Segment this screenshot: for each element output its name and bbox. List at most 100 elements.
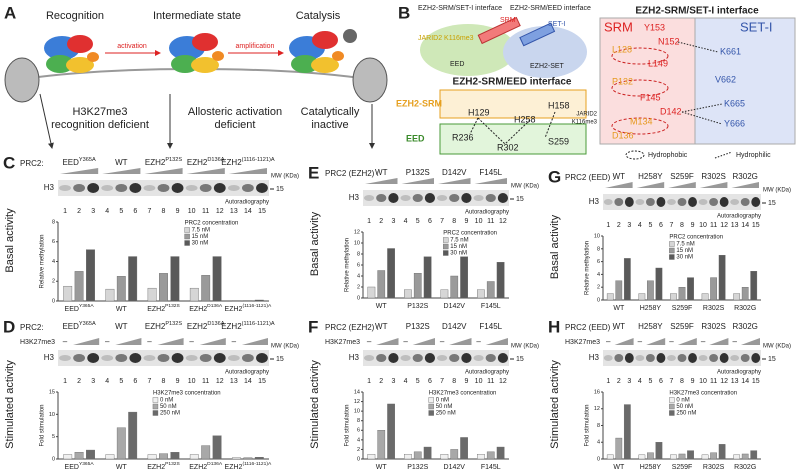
outcome: deficient	[215, 119, 256, 131]
band	[497, 353, 509, 363]
legend-label: Hydrophilic	[736, 152, 771, 159]
band	[656, 353, 666, 363]
legend-label: 50 nM	[676, 404, 693, 410]
y-axis-label: Fold stimulation	[345, 404, 351, 446]
group-label-base: EZH2	[145, 322, 166, 331]
minus: –	[476, 337, 481, 346]
band	[436, 195, 448, 201]
residue: R236	[452, 132, 474, 142]
legend-swatch	[428, 397, 434, 403]
y-tick-label: 4	[357, 437, 360, 443]
legend-label: 0 nM	[436, 398, 449, 404]
mw-value: 15	[516, 356, 524, 363]
autoradiography: Autoradiography	[717, 370, 761, 376]
y-tick-label: 8	[357, 251, 360, 257]
residue: D136	[612, 130, 634, 140]
lane-number: 12	[499, 378, 507, 385]
bar	[232, 457, 241, 460]
legend-label: 7.5 nM	[450, 238, 468, 244]
y-tick-label: 0	[597, 456, 600, 462]
mw-label: MW (KDa)	[763, 344, 791, 350]
x-tick-label: EZH2D136A	[189, 303, 223, 313]
bar	[647, 452, 654, 460]
lane-number: 12	[720, 222, 728, 229]
activity-label: Stimulated activity	[309, 360, 321, 449]
lane-number: 7	[670, 378, 674, 385]
x-tick-label: WT	[376, 303, 388, 310]
wedge	[731, 182, 759, 188]
bar	[655, 267, 663, 301]
bar	[423, 446, 432, 460]
wedge	[115, 338, 142, 345]
lane-number: 8	[162, 378, 166, 385]
x-tick-label: EZH2D136A	[189, 461, 223, 471]
band	[241, 354, 254, 362]
legend-title: PRC2 concentration	[669, 235, 723, 241]
legend-title: H3K27me3 concentration	[669, 391, 737, 397]
band	[485, 194, 496, 202]
x-tick-label: R302S	[703, 464, 725, 471]
blot-label: H3	[349, 193, 360, 202]
wedge	[740, 338, 760, 345]
group-label-sup: P132S	[165, 321, 182, 327]
lane-number: 6	[133, 378, 137, 385]
residue: S259	[548, 136, 569, 146]
lane-number: 2	[379, 378, 383, 385]
y-tick-label: 15	[49, 389, 55, 395]
outcome: inactive	[311, 119, 348, 131]
band	[199, 184, 212, 192]
band	[751, 353, 761, 363]
lane-number: 12	[720, 378, 728, 385]
group-label: R302S	[701, 172, 725, 181]
y-tick-label: 10	[354, 409, 360, 415]
wedge	[449, 338, 472, 345]
prc2-label: PRC2 (EZH2) :	[325, 323, 379, 332]
legend-title: PRC2 concentration	[185, 221, 239, 227]
lane-number: 4	[638, 378, 642, 385]
minus: –	[403, 337, 408, 346]
wedge	[157, 338, 184, 345]
stage: Catalysis	[296, 10, 341, 22]
box-title: EZH2-SRM/EED interface	[453, 77, 572, 88]
legend-label: 250 nM	[676, 411, 696, 417]
band	[129, 183, 142, 193]
band	[603, 199, 613, 205]
band	[614, 198, 624, 206]
y-tick-label: 6	[357, 262, 360, 268]
lane-number: 5	[648, 378, 652, 385]
group-label: WT	[613, 172, 626, 181]
lane-number: 8	[680, 378, 684, 385]
group-label: D142V	[442, 168, 467, 177]
complex	[169, 33, 224, 73]
group-label: EZH2D136A	[187, 157, 225, 167]
group-label: EEDY365A	[62, 157, 96, 167]
lane-number: 15	[752, 222, 760, 229]
legend-swatch	[669, 247, 675, 254]
group-label: R302G	[733, 172, 758, 181]
band	[698, 355, 708, 361]
group-label: S259F	[670, 172, 694, 181]
lane-number: 12	[216, 378, 224, 385]
band	[473, 195, 484, 201]
group-label: WT	[375, 322, 388, 331]
lane-number: 1	[606, 378, 610, 385]
legend-label: 50 nM	[436, 404, 453, 410]
minus: –	[105, 337, 110, 346]
bar	[710, 452, 717, 460]
lane-number: 10	[188, 208, 196, 215]
lane-number: 9	[176, 208, 180, 215]
y-tick-label: 12	[354, 399, 360, 405]
band	[667, 199, 676, 205]
bar	[377, 430, 386, 460]
mw-label: MW (KDa)	[271, 174, 299, 180]
band	[698, 199, 708, 205]
band	[645, 198, 655, 206]
label: EZH2-SRM/EED interface	[510, 5, 591, 12]
y-tick-label: 4	[357, 273, 360, 279]
lane-number: 11	[202, 378, 209, 385]
band	[157, 184, 170, 192]
bar	[477, 454, 485, 460]
lane-number: 1	[63, 208, 67, 215]
wedge	[73, 338, 100, 345]
group-label-base: EED	[62, 322, 79, 331]
